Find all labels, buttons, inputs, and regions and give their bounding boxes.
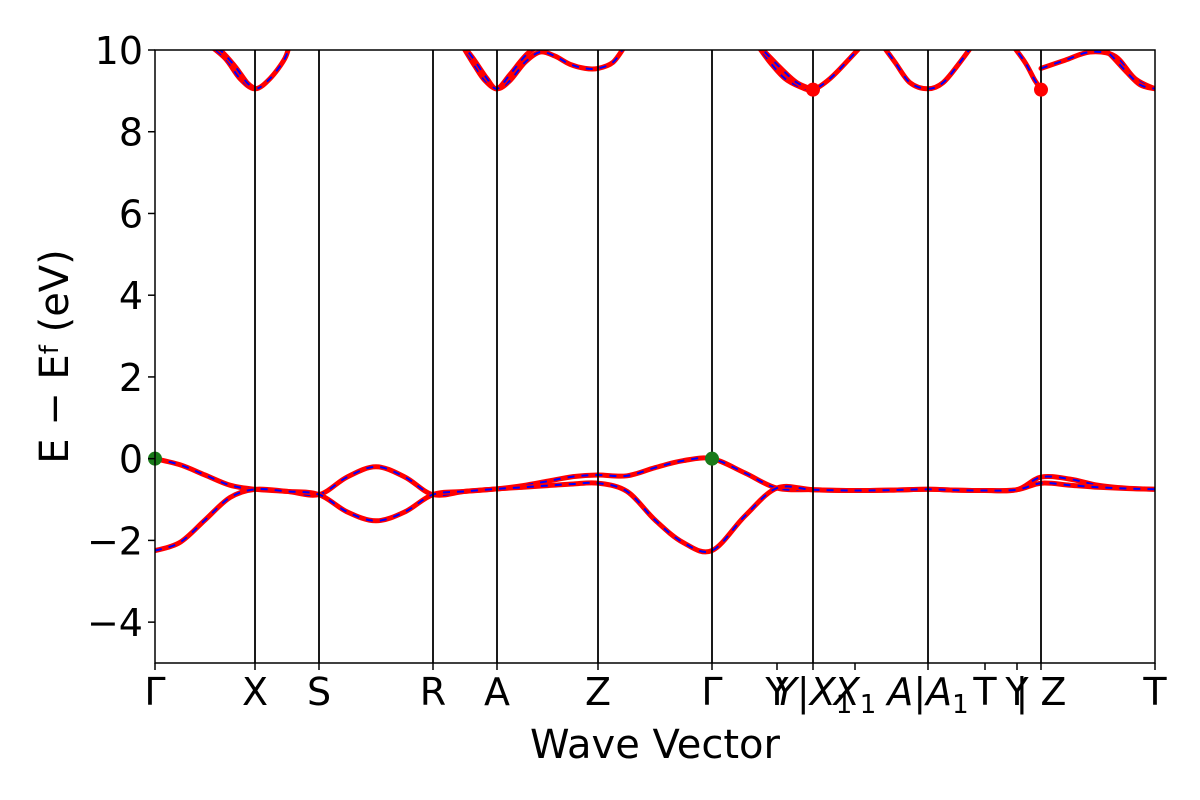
y-tick-label-5: 6 bbox=[119, 192, 143, 236]
y-tick-label-6: 8 bbox=[119, 111, 143, 155]
x-tick-label-12: Y bbox=[1004, 670, 1029, 714]
y-tick-label-4: 4 bbox=[119, 274, 143, 318]
x-tick-label-11: T bbox=[972, 670, 997, 714]
band-line-overlay-11 bbox=[1103, 50, 1155, 90]
x-tick-label-1: X bbox=[242, 670, 268, 714]
band-line-overlay-7 bbox=[761, 50, 814, 91]
cbm-marker-0 bbox=[806, 82, 820, 97]
y-tick-label-7: 10 bbox=[95, 29, 143, 73]
vbm-marker-1 bbox=[705, 451, 719, 466]
y-axis-ticks: −4 −2 0 2 4 6 8 10 bbox=[87, 29, 155, 645]
y-axis-title-sub: f bbox=[35, 344, 65, 354]
y-axis-title: E − Ef (eV) bbox=[32, 249, 78, 464]
x-tick-label-6: Γ bbox=[701, 670, 722, 714]
band-line-overlay-1 bbox=[155, 481, 1155, 553]
extrema-markers bbox=[148, 82, 1048, 466]
plot-frame bbox=[154, 49, 1156, 664]
y-axis-title-main: E − E bbox=[32, 354, 78, 464]
x-tick-label-3: R bbox=[420, 670, 446, 714]
band-line-6 bbox=[757, 50, 861, 93]
x-axis-title: Wave Vector bbox=[530, 722, 781, 768]
kpoint-lines bbox=[254, 50, 1042, 663]
cbm-marker-1 bbox=[1034, 82, 1048, 97]
x-tick-label-2: S bbox=[307, 670, 331, 714]
y-tick-label-3: 2 bbox=[119, 356, 143, 400]
y-axis-title-tail: (eV) bbox=[32, 249, 78, 345]
x-tick-label-9: X1 bbox=[832, 670, 877, 720]
band-line-7 bbox=[759, 50, 816, 93]
x-tick-label-0: Γ bbox=[144, 670, 165, 714]
x-tick-label-10: A|A1 bbox=[884, 670, 968, 720]
band-line-3 bbox=[215, 50, 258, 92]
y-tick-label-2: 0 bbox=[119, 438, 143, 482]
x-tick-label-4: A bbox=[484, 670, 510, 714]
x-tick-label-14: T bbox=[1142, 670, 1167, 714]
x-tick-label-7: Y bbox=[764, 670, 789, 714]
y-tick-label-0: −4 bbox=[87, 601, 143, 645]
x-tick-label-8: Y|X1 bbox=[774, 670, 853, 720]
bands-layer bbox=[155, 50, 1155, 555]
band-line-overlay-4 bbox=[463, 50, 624, 90]
band-line-overlay-2 bbox=[214, 50, 290, 90]
x-tick-label-5: Z bbox=[585, 670, 611, 714]
y-tick-label-1: −2 bbox=[87, 519, 143, 563]
x-tick-label-13: | Z bbox=[1016, 670, 1067, 715]
